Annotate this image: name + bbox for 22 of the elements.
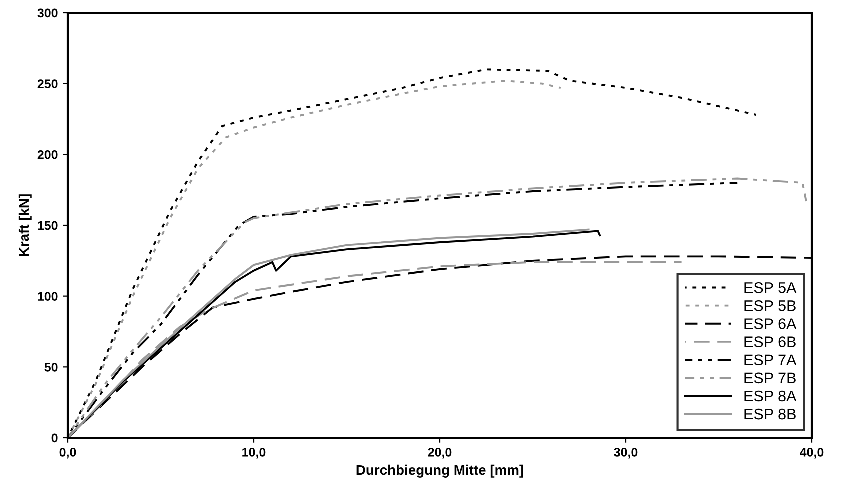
y-tick-label: 300 xyxy=(38,8,58,18)
legend-label: ESP 5B xyxy=(744,300,796,312)
legend-label: ESP 6A xyxy=(744,318,797,330)
x-tick-label: 10,0 xyxy=(242,448,266,459)
x-tick-label: 40,0 xyxy=(800,448,824,459)
y-tick-label: 200 xyxy=(38,150,58,160)
y-tick-label: 0 xyxy=(52,434,58,443)
y-tick-label: 250 xyxy=(38,80,58,88)
legend-label: ESP 7A xyxy=(744,354,797,366)
x-tick-label: 0,0 xyxy=(60,448,76,459)
legend-label: ESP 8A xyxy=(744,390,797,402)
x-axis-title: Durchbiegung Mitte [mm] xyxy=(356,464,524,478)
legend-label: ESP 7B xyxy=(744,372,796,384)
x-tick-label: 20,0 xyxy=(428,448,452,459)
x-tick-label: 30,0 xyxy=(614,448,638,459)
legend-label: ESP 8B xyxy=(744,408,796,420)
y-tick-label: 150 xyxy=(38,221,58,230)
y-tick-label: 100 xyxy=(38,292,58,301)
y-axis-title: Kraft [kN] xyxy=(18,194,32,256)
legend-label: ESP 5A xyxy=(744,282,797,294)
legend-label: ESP 6B xyxy=(744,336,796,348)
y-tick-label: 50 xyxy=(44,362,58,372)
